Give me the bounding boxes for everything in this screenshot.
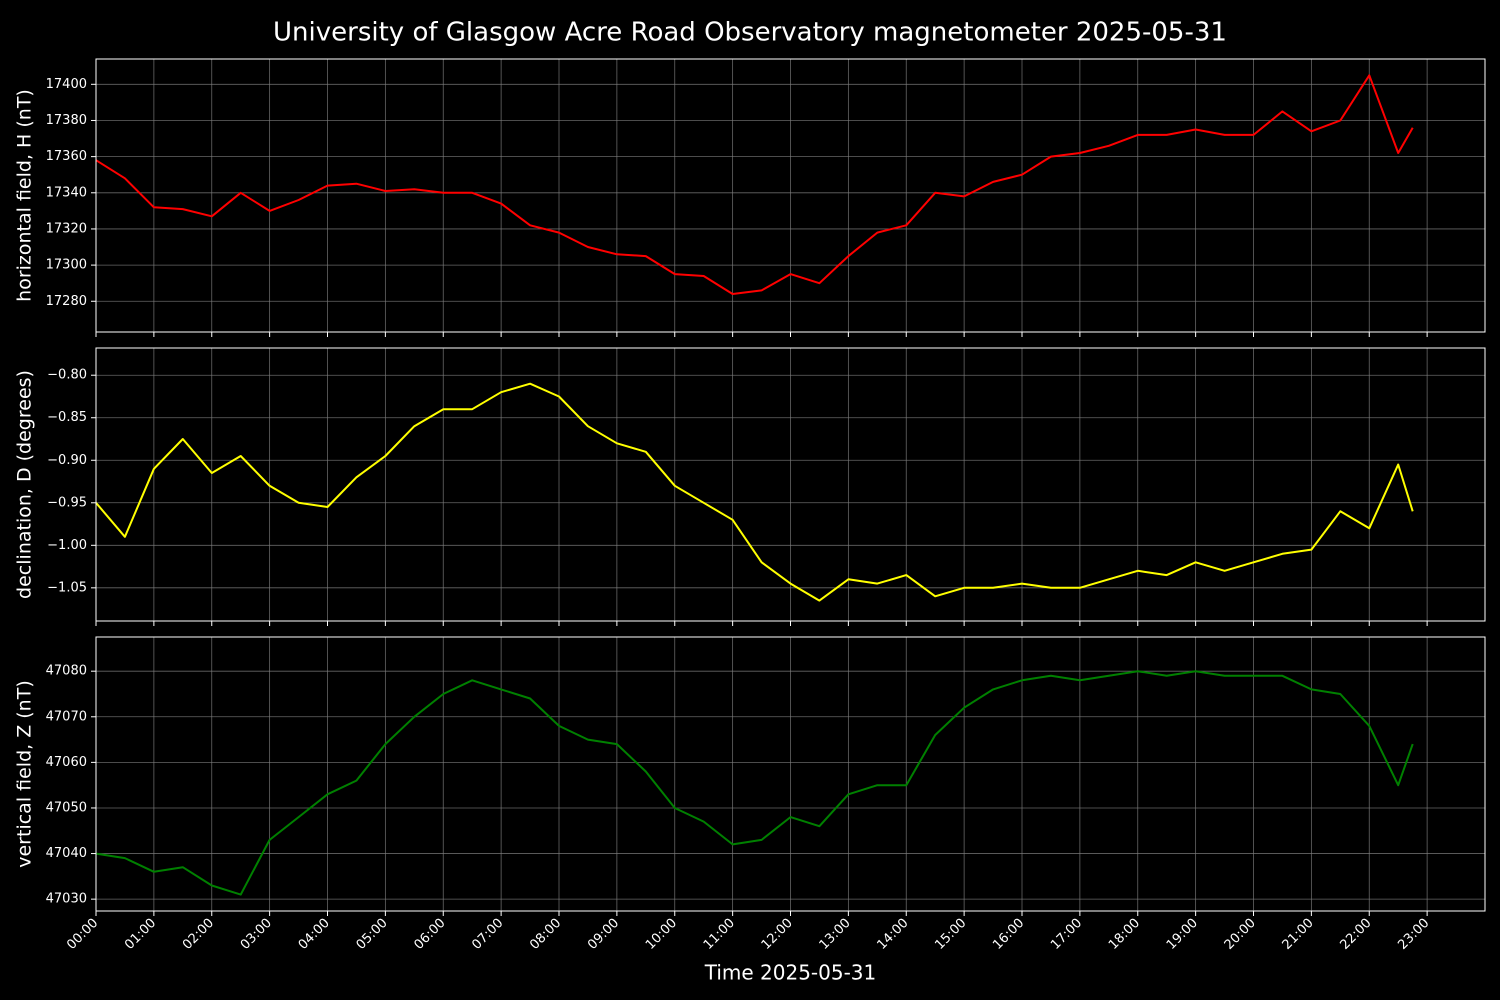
y-tick-label: 17320 — [46, 221, 87, 236]
data-line — [95, 382, 1414, 602]
y-axis-label: declination, D (degrees) — [14, 370, 36, 599]
y-tick-label: −0.90 — [47, 453, 87, 468]
axes-frame — [95, 58, 1486, 333]
y-tick-label: 17340 — [46, 185, 87, 200]
axes-frame — [95, 347, 1486, 622]
axes-frame — [95, 636, 1486, 912]
y-tick-label: 17400 — [46, 77, 87, 92]
y-axis-label: horizontal field, H (nT) — [14, 89, 36, 302]
data-line — [95, 74, 1414, 295]
y-tick-label: 17300 — [46, 258, 87, 273]
y-tick-label: −0.80 — [47, 368, 87, 383]
y-tick-label: 47050 — [46, 800, 87, 815]
y-tick-label: 17380 — [46, 113, 87, 128]
y-tick-label: 17280 — [46, 294, 87, 309]
y-tick-label: 47070 — [46, 709, 87, 724]
y-tick-label: 47080 — [46, 664, 87, 679]
y-tick-label: −0.95 — [47, 495, 87, 510]
data-line — [95, 670, 1414, 896]
y-tick-label: −0.85 — [47, 410, 87, 425]
y-axis-label: vertical field, Z (nT) — [14, 680, 36, 868]
y-tick-label: 47040 — [46, 846, 87, 861]
y-tick-label: 47030 — [46, 892, 87, 907]
figure-title: University of Glasgow Acre Road Observat… — [273, 18, 1227, 48]
y-tick-label: −1.00 — [47, 538, 87, 553]
y-tick-label: −1.05 — [47, 580, 87, 595]
y-tick-label: 17360 — [46, 149, 87, 164]
x-axis-label: Time 2025-05-31 — [704, 961, 877, 985]
y-tick-label: 47060 — [46, 755, 87, 770]
